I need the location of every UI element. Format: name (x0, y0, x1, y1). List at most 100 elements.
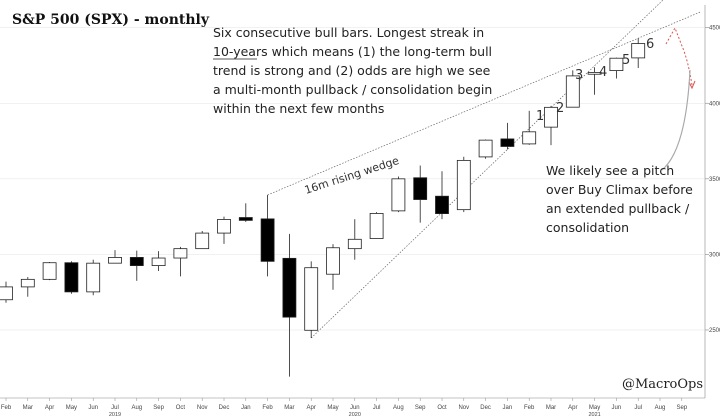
x-tick-label: Mar (23, 405, 33, 411)
candle (42, 261, 57, 281)
candle (260, 195, 275, 277)
y-tick-label: 3000 (709, 252, 720, 258)
main-annotation-line-2: 10-years which means (1) the long-term b… (213, 44, 492, 59)
side-annotation: We likely see a pitch over Buy Climax be… (546, 163, 693, 235)
x-tick-label: Nov (197, 405, 208, 411)
candle-body-bull (478, 139, 493, 158)
candle (238, 203, 253, 222)
candle-body-bull (42, 262, 57, 280)
candle-body-bull (347, 238, 362, 250)
x-tick-label: Feb (1, 405, 12, 411)
side-annotation-line-3: an extended pullback / (546, 201, 690, 216)
bar-number-2: 2 (556, 101, 564, 116)
main-annotation-line-1: Six consecutive bull bars. Longest strea… (213, 25, 484, 40)
candle-body-bull (108, 257, 122, 264)
candle-body-bear (282, 257, 297, 318)
x-tick-label: Apr (45, 405, 54, 411)
candle (565, 70, 580, 108)
x-tick-label: Aug (393, 405, 404, 411)
x-tick-label: Jan (503, 405, 513, 411)
bar-number-4: 4 (599, 65, 607, 80)
candle-body-bull (522, 131, 537, 145)
candle (304, 261, 319, 338)
candle-body-bull (391, 178, 406, 212)
x-tick-label: Oct (176, 405, 186, 411)
candle (129, 250, 144, 281)
candle (478, 139, 493, 159)
candle (64, 261, 79, 294)
candle (151, 251, 166, 272)
candle (631, 38, 646, 69)
candle-body-bull (0, 286, 13, 301)
wedge-trendlines (267, 0, 701, 339)
candle-body-bear (500, 138, 515, 147)
x-tick-label: Sep (153, 405, 164, 411)
candle-body-bull (326, 247, 340, 275)
x-tick-label: Jul (634, 405, 642, 411)
candles (0, 38, 646, 377)
y-tick-label: 4000 (709, 101, 720, 107)
y-tick-label: 2500 (709, 328, 720, 334)
bar-number-6: 6 (646, 37, 654, 52)
candle (544, 105, 558, 146)
y-tick-label: 4500 (709, 26, 720, 32)
candle (413, 165, 428, 223)
x-tick-label: Mar (284, 405, 294, 411)
candle-body-bull (587, 72, 602, 75)
projection-path (665, 26, 696, 90)
y-tick-label: 3500 (709, 177, 720, 183)
annotation-arrow (661, 69, 691, 171)
candle-body-bear (435, 195, 449, 214)
x-tick-label: Nov (458, 405, 469, 411)
candle-body-bear (64, 262, 79, 293)
candle-body-bull (304, 267, 319, 331)
candle (369, 212, 384, 239)
x-axis-ticks: Feb Mar Apr May Jun Jul Aug Sep Oct Nov Dec Jan Feb M… (1, 398, 688, 418)
candle (609, 57, 624, 79)
candle (20, 277, 35, 297)
candle-body-bull (217, 219, 231, 234)
candle-body-bull (86, 262, 101, 293)
candle (195, 230, 210, 250)
x-tick-label: Sep (676, 405, 687, 411)
side-annotation-line-2: over Buy Climax before (546, 182, 693, 197)
main-annotation-line-5: within the next few months (213, 101, 384, 116)
upper-trendline (267, 11, 701, 196)
candle-body-bull (609, 57, 624, 72)
main-annotation: Six consecutive bull bars. Longest strea… (213, 25, 492, 116)
x-tick-label: Jun (88, 405, 98, 411)
x-tick-label: Oct (437, 405, 447, 411)
bar-numbers: 1 2 3 4 5 6 (536, 37, 654, 124)
bar-number-1: 1 (536, 109, 544, 124)
candle-body-bull (544, 106, 558, 128)
candle-body-bull (173, 248, 188, 259)
x-tick-label: Jul (373, 405, 381, 411)
candle (522, 110, 537, 145)
x-tick-label: Dec (219, 405, 230, 411)
year-label: 2021 (588, 412, 600, 418)
x-tick-label: May (66, 405, 77, 411)
candle (391, 176, 406, 213)
candle-body-bull (565, 75, 580, 108)
candle (456, 156, 471, 213)
candle-body-bull (151, 257, 166, 266)
candle (217, 216, 231, 244)
candle-body-bull (456, 159, 471, 211)
year-label: 2020 (349, 412, 361, 418)
candle (282, 233, 297, 377)
x-tick-label: Feb (524, 405, 535, 411)
side-annotation-line-4: consolidation (546, 220, 629, 235)
x-tick-label: May (327, 405, 338, 411)
candle (108, 250, 122, 264)
credit-handle: @MacroOps (622, 377, 703, 392)
y-axis-ticks: 2500 3000 3500 4000 4500 (705, 26, 720, 334)
side-annotation-line-1: We likely see a pitch (546, 163, 674, 178)
candle-body-bull (369, 213, 384, 239)
x-tick-label: Jul (111, 405, 119, 411)
candle-body-bull (195, 232, 210, 250)
candle (500, 122, 515, 150)
x-tick-label: Dec (480, 405, 491, 411)
candle (86, 259, 101, 296)
x-tick-label: Apr (568, 405, 577, 411)
